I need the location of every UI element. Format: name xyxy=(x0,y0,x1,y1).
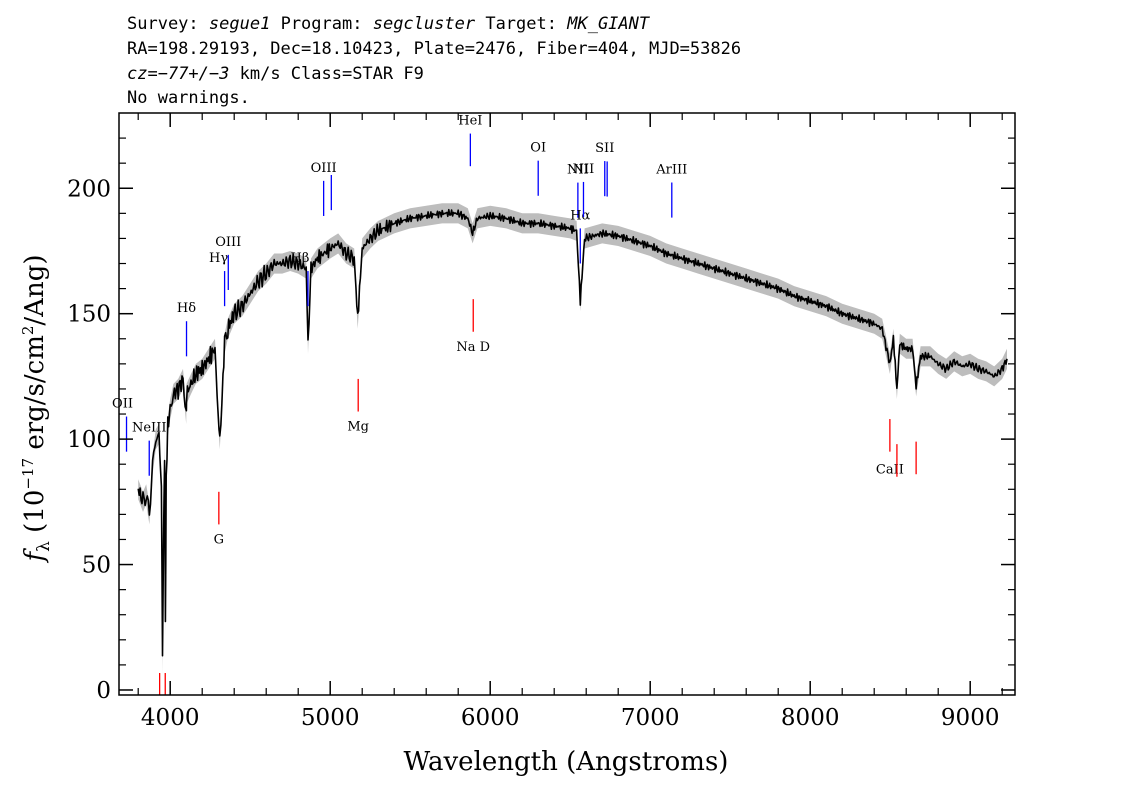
x-tick-label: 9000 xyxy=(941,705,1000,731)
line-label-hβ: Hβ xyxy=(291,251,310,266)
plot-area xyxy=(137,203,1008,675)
plot-frame xyxy=(118,112,1016,696)
x-tick-label: 6000 xyxy=(461,705,520,731)
y-axis-title: fλ (10−17 erg/s/cm2/Ang) xyxy=(19,255,54,564)
x-axis-title: Wavelength (Angstroms) xyxy=(404,747,729,777)
y-tick-label: 50 xyxy=(82,553,111,579)
x-tick-label: 5000 xyxy=(301,705,360,731)
y-tick-label: 100 xyxy=(67,427,111,453)
spectrum-group xyxy=(137,203,1008,675)
y-tick-label: 0 xyxy=(96,678,111,704)
line-label-na-d: Na D xyxy=(456,340,490,355)
y-tick-label: 150 xyxy=(67,302,111,328)
line-label-neiii: NeIII xyxy=(132,421,166,436)
header-line-2: RA=198.29193, Dec=18.10423, Plate=2476, … xyxy=(127,39,741,59)
spectrum-line xyxy=(137,208,1008,657)
y-tick-label: 200 xyxy=(67,176,111,202)
line-label-mg: Mg xyxy=(347,420,369,435)
line-label-nii: NII xyxy=(567,163,589,178)
x-tick-label: 4000 xyxy=(141,705,200,731)
x-tick-label: 7000 xyxy=(621,705,680,731)
line-label-g: G xyxy=(214,532,224,547)
spectral-line-markers: OIINeIIIHδHγOIIIHβOIIIHeIOINIIHαNIISIIAr… xyxy=(112,114,917,695)
line-label-nii: NII xyxy=(573,162,595,177)
line-label-oiii: OIII xyxy=(215,235,241,250)
header-line-1: Survey: segue1 Program: segcluster Targe… xyxy=(127,14,651,34)
axes: 4000 5000 6000 7000 8000 9000 0 50 100 150 200 xyxy=(67,112,1016,731)
header-line-4: No warnings. xyxy=(127,88,250,108)
line-label-hδ: Hδ xyxy=(177,301,196,316)
line-label-sii: SII xyxy=(595,141,614,156)
x-tick-label: 8000 xyxy=(781,705,840,731)
line-label-caii: CaII xyxy=(876,463,904,478)
line-label-oiii: OIII xyxy=(311,161,337,176)
line-label-oii: OII xyxy=(112,397,133,412)
line-label-hγ: Hγ xyxy=(209,251,228,266)
header-line-3: cz=−77+/−3 km/s Class=STAR F9 xyxy=(127,64,424,84)
line-label-oi: OI xyxy=(530,141,546,156)
line-label-ariii: ArIII xyxy=(655,162,687,177)
line-label-hei: HeI xyxy=(458,114,482,129)
line-label-hα: Hα xyxy=(570,208,590,223)
